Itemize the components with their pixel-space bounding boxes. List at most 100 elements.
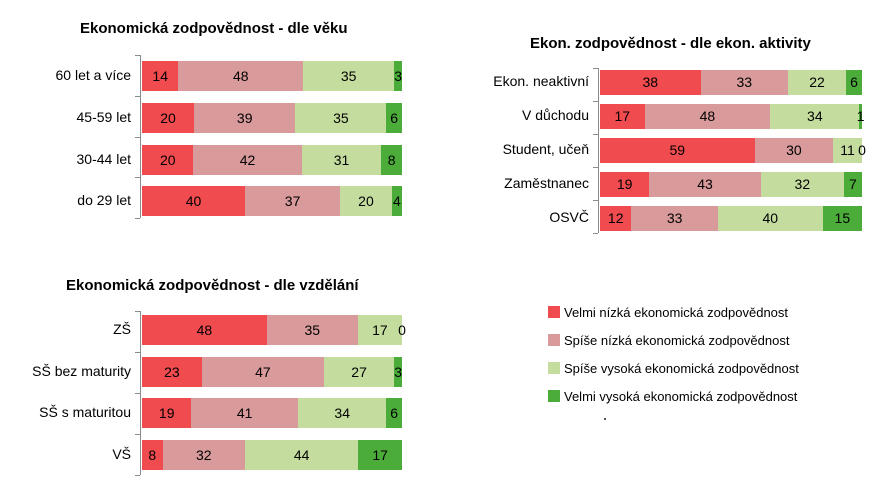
data-label: 33 [666, 210, 683, 226]
bar-segment-1 [142, 61, 179, 91]
bar-segment-3 [833, 137, 862, 163]
data-label: 20 [160, 110, 176, 126]
bar-segment-2 [201, 357, 324, 387]
category-label-60-let-a-vice: 60 let a více [55, 67, 132, 83]
data-label: 0 [398, 322, 406, 338]
bar-segment-2 [162, 440, 245, 470]
bar-segment-3 [295, 103, 387, 133]
bar-segment-2 [244, 186, 341, 216]
bar-row-60-let-a-vice: 14 48 35 3 [142, 61, 402, 91]
bar-segment-2 [178, 61, 304, 91]
bar-segment-3 [298, 398, 387, 428]
data-label: 3 [394, 68, 402, 84]
data-label: 27 [351, 364, 367, 380]
axis-tick [135, 96, 140, 97]
legend-label-rather-high: Spíše vysoká ekonomická zodpovědnost [564, 360, 799, 376]
data-label: 3 [394, 364, 402, 380]
bar-row-ss-bez-maturity: 23 47 27 3 [142, 357, 402, 387]
bar-segment-2 [644, 103, 771, 129]
bar-segment-2 [193, 145, 302, 175]
axis-tick [135, 218, 140, 219]
data-label: 33 [736, 74, 753, 90]
bar-row-ekon-neaktivni: 38 33 22 6 [600, 69, 862, 95]
data-label: 32 [195, 447, 212, 463]
bar-segment-1 [600, 205, 632, 231]
data-label: 19 [616, 176, 633, 192]
data-label: 38 [642, 74, 659, 90]
data-label: 23 [164, 364, 180, 380]
data-label: 6 [390, 405, 399, 421]
data-label: 6 [390, 110, 399, 126]
axis-tick [593, 134, 598, 135]
bar-segment-1 [600, 69, 701, 95]
data-label: 20 [358, 193, 374, 209]
legend-item-rather-low: Spíše nízká ekonomická zodpovědnost [548, 326, 799, 354]
axis-tick [135, 475, 140, 476]
legend-swatch-very-low [548, 306, 560, 318]
data-label: 40 [762, 210, 779, 226]
bar-segment-1 [142, 103, 194, 133]
data-label: 48 [196, 322, 213, 338]
axis-tick [593, 101, 598, 102]
bar-segment-4 [846, 69, 862, 95]
data-label: 6 [850, 74, 858, 90]
bar-row-do-29-let: 40 37 20 4 [142, 186, 402, 216]
axis-tick [135, 434, 140, 435]
data-label: 11 [840, 142, 855, 158]
bar-segment-3 [787, 69, 847, 95]
data-label: 34 [807, 108, 823, 124]
axis-tick [593, 68, 598, 69]
bar-segment-2 [700, 69, 788, 95]
data-label: 35 [340, 68, 357, 84]
category-label-do-29-let: do 29 let [77, 192, 131, 208]
axis-tick [593, 200, 598, 201]
bar-segment-3 [244, 440, 359, 470]
bar-segment-4 [381, 145, 402, 175]
bar-segment-1 [142, 398, 192, 428]
legend-item-very-low: Velmi nízká ekonomická zodpovědnost [548, 298, 799, 326]
data-label: 20 [159, 152, 176, 168]
legend-swatch-rather-low [548, 334, 560, 346]
axis-tick [593, 167, 598, 168]
data-label: 17 [372, 447, 388, 463]
bar-segment-3 [324, 357, 395, 387]
bar-segment-1 [142, 315, 267, 345]
category-label-zs: ZŠ [113, 321, 131, 337]
axis-tick [135, 311, 140, 312]
data-label: 31 [333, 152, 350, 168]
bar-row-student-ucen: 59 30 11 0 [600, 137, 866, 163]
data-label: 22 [809, 74, 825, 90]
chart-title: Ekonomická zodpovědnost - dle vzdělání [66, 277, 359, 294]
category-label-v-duchodu: V důchodu [522, 107, 589, 123]
bar-row-v-duchodu: 17 48 34 1 [600, 103, 865, 129]
bar-segment-3 [760, 171, 844, 197]
bar-segment-1 [142, 440, 163, 470]
data-label: 8 [148, 447, 157, 463]
data-label: 0 [858, 142, 866, 158]
data-label: 19 [158, 405, 175, 421]
axis-tick [135, 177, 140, 178]
axis-tick [135, 352, 140, 353]
data-label: 37 [284, 193, 301, 209]
bar-row-ss-s-maturitou: 19 41 34 6 [142, 398, 402, 428]
category-label-zamestnanec: Zaměstnanec [504, 175, 589, 191]
decorative-dot [604, 418, 606, 420]
legend-swatch-very-high [548, 390, 560, 402]
bar-row-zamestnanec: 19 43 32 7 [600, 171, 862, 197]
category-label-45-59-let: 45-59 let [76, 109, 131, 125]
category-label-osvc: OSVČ [549, 209, 589, 225]
data-label: 4 [392, 193, 401, 209]
category-axis [140, 55, 141, 218]
data-label: 43 [697, 176, 713, 192]
data-label: 47 [255, 364, 271, 380]
bar-segment-3 [303, 61, 395, 91]
data-label: 30 [786, 142, 802, 158]
data-label: 59 [669, 142, 686, 158]
bar-segment-3 [340, 186, 392, 216]
data-label: 48 [233, 68, 249, 84]
category-label-30-44-let: 30-44 let [76, 151, 131, 167]
bar-row-vs: 8 32 44 17 [142, 440, 402, 470]
bar-segment-1 [600, 103, 645, 129]
bar-segment-1 [600, 171, 650, 197]
category-label-ss-s-maturitou: SŠ s maturitou [39, 404, 131, 420]
